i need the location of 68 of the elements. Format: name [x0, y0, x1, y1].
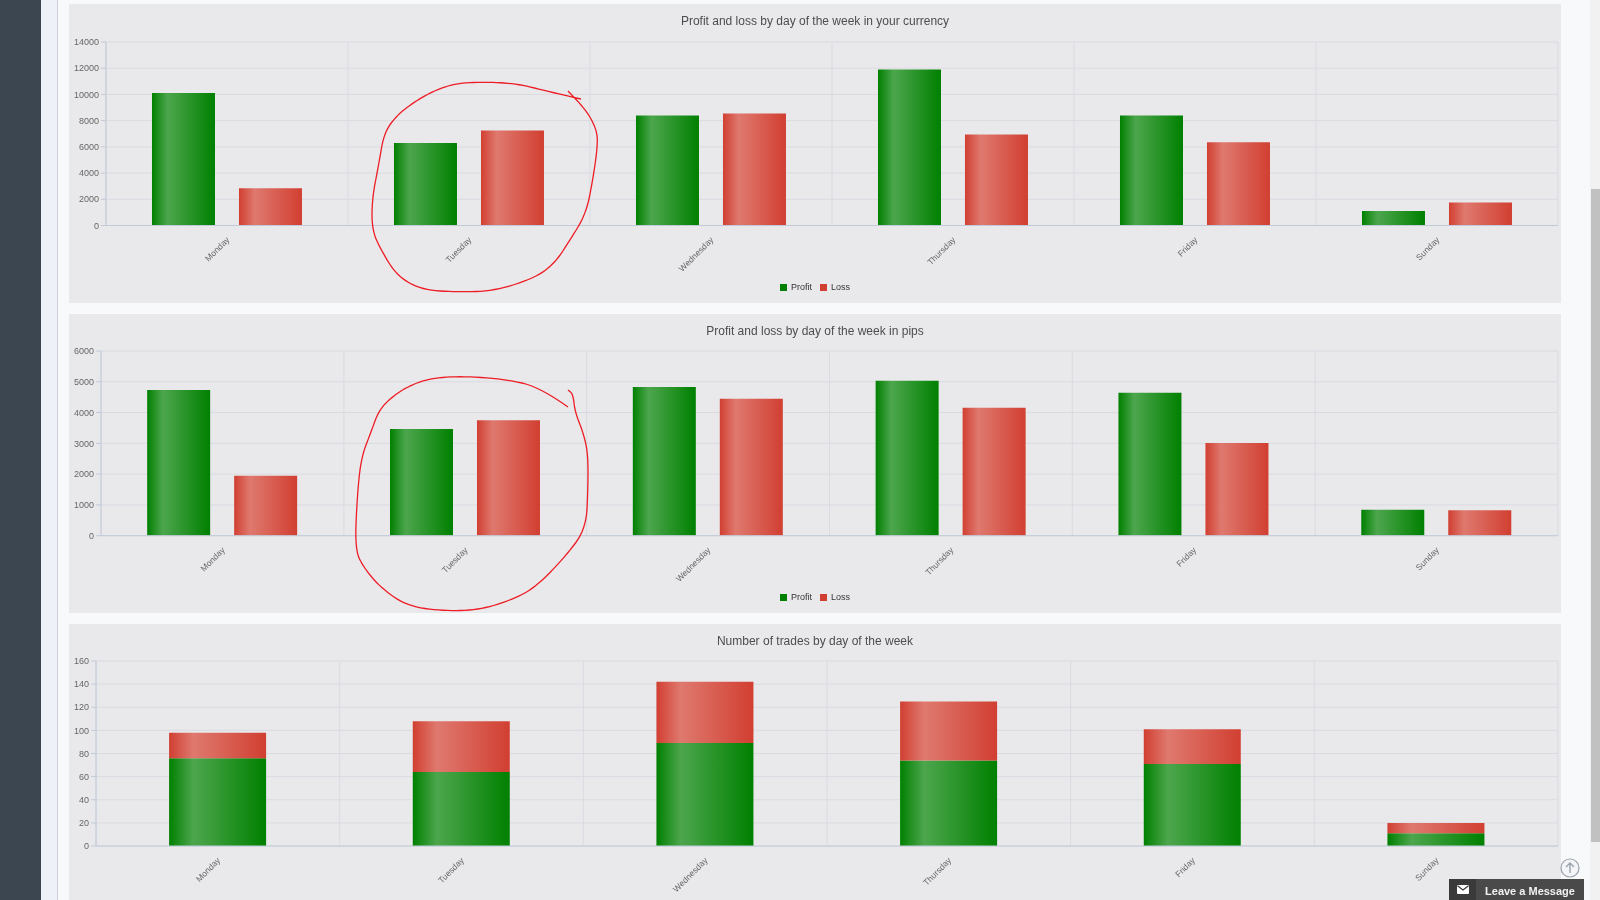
y-tick-label: 140 — [73, 679, 89, 690]
bar — [151, 93, 215, 226]
y-tick-label: 160 — [73, 656, 89, 667]
bar — [412, 721, 510, 772]
y-tick-label: 80 — [78, 748, 89, 759]
bar — [1361, 509, 1425, 536]
bar — [389, 428, 453, 536]
bar — [722, 113, 786, 226]
bar — [656, 681, 754, 744]
bar — [1118, 392, 1182, 536]
y-tick-label: 100 — [73, 725, 89, 736]
bar — [234, 475, 298, 536]
bar — [393, 142, 457, 226]
y-tick-label: 4000 — [78, 168, 99, 179]
bar — [900, 701, 998, 761]
bar — [719, 398, 783, 536]
y-tick-label: 3000 — [74, 438, 95, 449]
y-tick-label: 5000 — [74, 376, 95, 387]
y-tick-label: 6000 — [74, 346, 95, 357]
bar — [1143, 729, 1241, 764]
y-tick-label: 40 — [78, 794, 89, 805]
bar — [875, 380, 939, 536]
y-tick-label: 2000 — [74, 469, 95, 480]
y-tick-label: 20 — [78, 818, 89, 829]
text: Leave a Message — [1485, 884, 1575, 897]
chart-title: Profit and loss by day of the week in pips — [705, 324, 925, 338]
legend-label: Profit — [790, 592, 812, 602]
y-tick-label: 10000 — [73, 89, 99, 100]
y-tick-label: 14000 — [73, 37, 99, 48]
y-tick-label: 8000 — [78, 115, 99, 126]
y-tick-label: 1000 — [74, 500, 95, 511]
bar — [1119, 115, 1183, 226]
bar — [1448, 510, 1512, 536]
legend-label: Profit — [790, 282, 812, 292]
legend-label: Loss — [831, 282, 851, 292]
legend-label: Loss — [831, 592, 851, 602]
y-tick-label: 12000 — [73, 63, 99, 74]
bar — [635, 115, 699, 226]
bar — [169, 758, 267, 846]
bar — [900, 760, 998, 846]
bar — [169, 732, 267, 759]
y-tick-label: 60 — [78, 771, 89, 782]
y-tick-label: 0 — [93, 220, 99, 231]
bar — [1143, 763, 1241, 846]
y-tick-label: 0 — [83, 841, 89, 852]
bar — [656, 743, 754, 846]
bar — [1387, 833, 1485, 846]
chart-title: Profit and loss by day of the week in your currency — [679, 14, 951, 28]
bar — [412, 772, 510, 846]
y-tick-label: 120 — [73, 702, 89, 713]
bar — [964, 134, 1028, 226]
bar — [480, 130, 544, 226]
bar — [962, 407, 1026, 536]
bar — [1448, 202, 1512, 226]
bar — [1206, 142, 1270, 226]
bar — [476, 420, 540, 536]
bar — [238, 188, 302, 226]
bar — [632, 387, 696, 536]
bar — [1387, 822, 1485, 834]
chart-title: Number of trades by day of the week — [715, 634, 915, 648]
y-tick-label: 2000 — [78, 194, 99, 205]
y-tick-label: 4000 — [74, 407, 95, 418]
bar — [877, 69, 941, 226]
bar — [147, 390, 211, 536]
y-tick-label: 6000 — [78, 142, 99, 153]
bar — [1205, 443, 1269, 536]
bar — [1361, 211, 1425, 226]
y-tick-label: 0 — [89, 530, 95, 541]
